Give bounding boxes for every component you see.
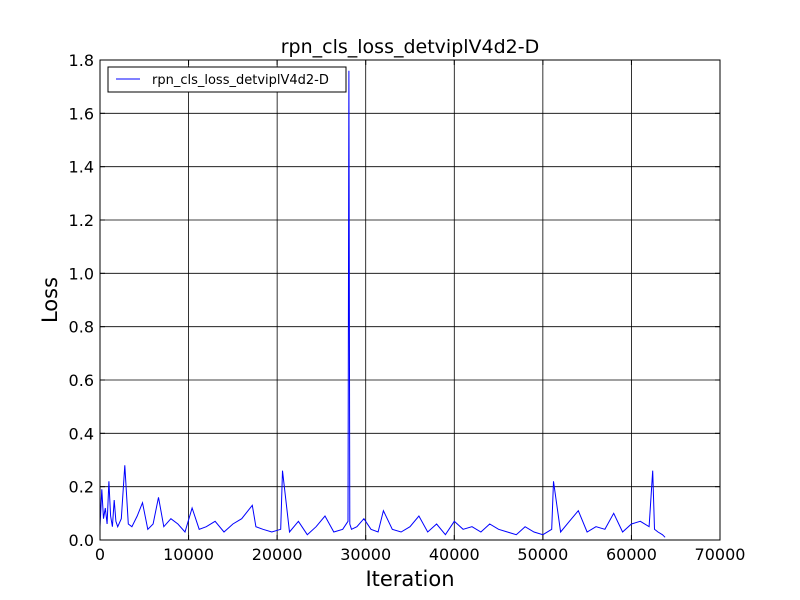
legend-box [107,66,347,93]
plot-area [99,70,666,538]
y-tick-label: 1.8 [69,51,94,70]
y-tick-label: 0.2 [69,478,94,497]
y-tick-label: 1.0 [69,264,94,283]
x-tick-label: 0 [95,545,105,564]
series-line [99,70,666,538]
y-tick-label: 1.4 [69,158,94,177]
y-tick-label: 0.4 [69,424,94,443]
legend-entry-label: rpn_cls_loss_detviplV4d2-D [152,73,329,88]
y-tick-label: 0.6 [69,371,94,390]
y-tick-label: 0.8 [69,318,94,337]
x-tick-label: 30000 [340,545,391,564]
y-tick-label: 0.0 [69,531,94,550]
x-tick-label: 10000 [163,545,214,564]
axis-ticks: 0 10000 20000 30000 40000 50000 60000 70000 0.0 0… [69,51,746,564]
x-tick-label: 20000 [252,545,303,564]
x-axis-label: Iteration [365,567,454,591]
grid-lines [100,60,720,540]
y-axis-label: Loss [38,277,62,323]
x-tick-label: 70000 [695,545,746,564]
x-tick-label: 50000 [517,545,568,564]
y-tick-label: 1.6 [69,104,94,123]
axes-frame [99,59,721,541]
x-tick-label: 40000 [429,545,480,564]
y-tick-label: 1.2 [69,211,94,230]
chart-title: rpn_cls_loss_detviplV4d2-D [281,36,540,58]
legend: rpn_cls_loss_detviplV4d2-D [107,66,347,93]
x-tick-label: 60000 [606,545,657,564]
